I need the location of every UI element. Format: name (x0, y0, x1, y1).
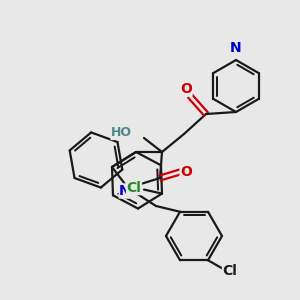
Text: Cl: Cl (223, 264, 237, 278)
Text: O: O (180, 82, 192, 96)
Text: N: N (230, 41, 242, 55)
Text: O: O (180, 165, 192, 179)
Text: Cl: Cl (127, 181, 141, 195)
Text: HO: HO (111, 127, 132, 140)
Text: N: N (119, 184, 131, 198)
